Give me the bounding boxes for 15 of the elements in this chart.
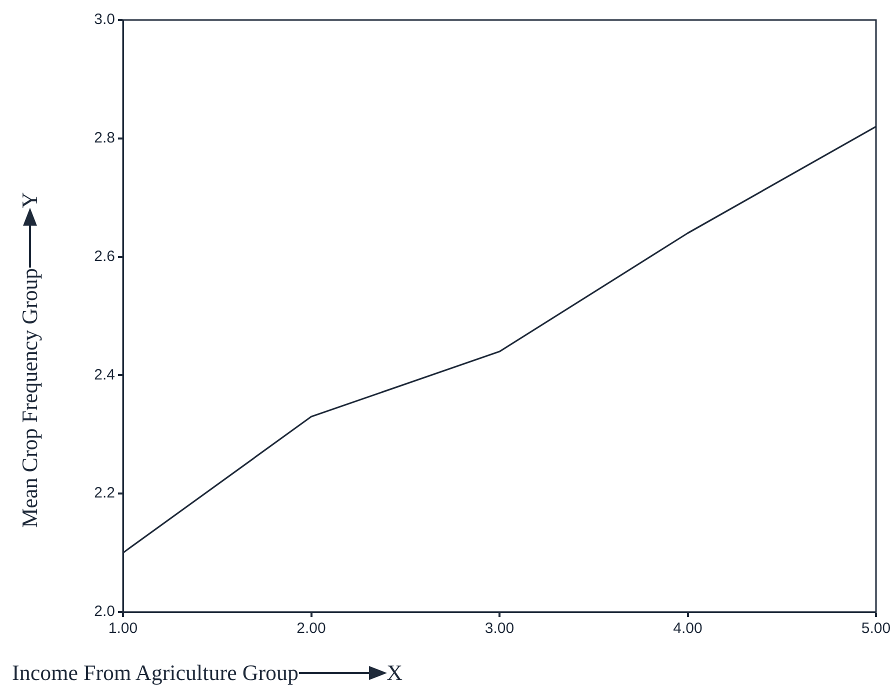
x-tick-label: 2.00: [296, 620, 326, 638]
x-tick-label: 3.00: [484, 620, 514, 638]
y-axis-title: Mean Crop Frequency Group: [17, 268, 43, 528]
y-tick-label: 2.8: [94, 130, 115, 147]
y-tick-label: 2.0: [94, 603, 115, 620]
x-tick-label: 5.00: [861, 620, 891, 638]
x-axis-title: Income From Agriculture Group: [12, 660, 299, 686]
y-tick-label: 2.4: [94, 366, 115, 384]
x-tick-label: 4.00: [673, 620, 702, 638]
y-tick-label: 3.0: [94, 11, 115, 28]
text: X: [386, 660, 402, 686]
y-tick-label: 2.2: [94, 484, 115, 502]
x-tick-label: 1.00: [108, 620, 138, 638]
y-tick-label: 2.6: [94, 248, 115, 265]
text: Y: [17, 192, 43, 208]
